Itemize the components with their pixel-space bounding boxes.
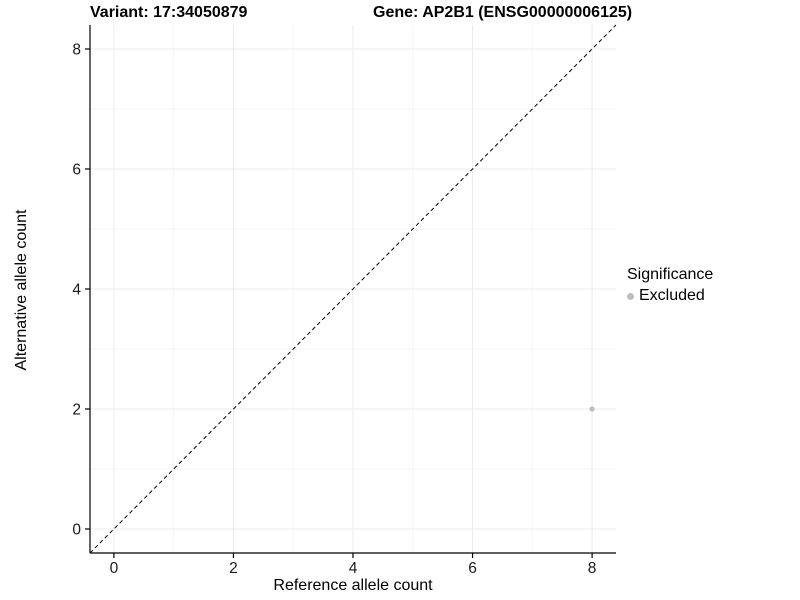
legend-item-excluded: Excluded — [627, 287, 713, 305]
legend: Significance Excluded — [627, 266, 713, 305]
x-tick-label: 6 — [468, 560, 477, 577]
identity-dashed-line — [89, 24, 617, 554]
y-tick-label: 8 — [72, 42, 81, 59]
y-axis-title: Alternative allele count — [13, 209, 30, 371]
y-tick-label: 0 — [72, 522, 81, 539]
x-tick-label: 8 — [588, 560, 597, 577]
legend-item-label: Excluded — [639, 287, 705, 304]
x-tick-label: 4 — [349, 560, 358, 577]
plot-title-variant: Variant: 17:34050879 — [90, 4, 248, 21]
legend-point-icon — [627, 292, 634, 300]
x-tick-label: 0 — [110, 560, 119, 577]
plot-title-gene: Gene: AP2B1 (ENSG00000006125) — [373, 4, 633, 21]
legend-title: Significance — [627, 266, 714, 283]
x-axis-title: Reference allele count — [273, 577, 433, 594]
y-tick-label: 4 — [72, 282, 81, 299]
x-tick-label: 2 — [229, 560, 238, 577]
y-tick-label: 2 — [72, 402, 81, 419]
y-tick-label: 6 — [72, 162, 81, 179]
data-point — [589, 406, 595, 412]
